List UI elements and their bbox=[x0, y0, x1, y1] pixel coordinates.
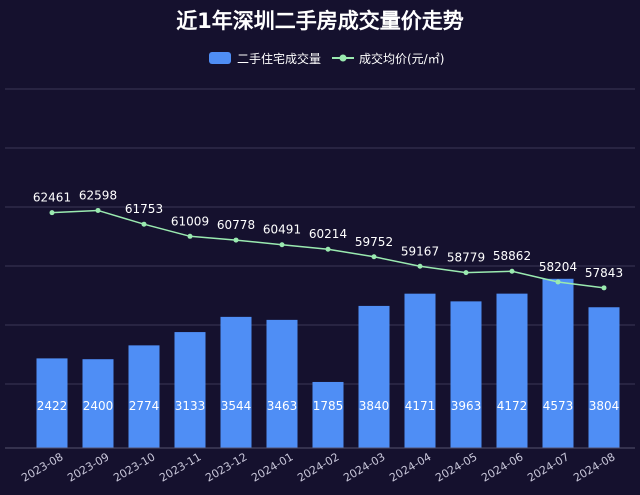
bar-data-label: 3544 bbox=[221, 399, 252, 413]
line-data-label: 61009 bbox=[171, 214, 209, 228]
line-point bbox=[601, 285, 607, 291]
line-point bbox=[233, 237, 239, 243]
line-data-label: 57843 bbox=[585, 266, 623, 280]
line-data-label: 60491 bbox=[263, 223, 301, 237]
bar bbox=[404, 293, 436, 448]
line-data-label: 58862 bbox=[493, 249, 531, 263]
line-point bbox=[463, 270, 469, 276]
x-axis: 2023-08 2023-09 2023-10 2023-11 2023-12 2024-… bbox=[5, 447, 635, 485]
bar bbox=[220, 316, 252, 448]
bar bbox=[174, 332, 206, 448]
bar-data-label: 4172 bbox=[497, 399, 528, 413]
legend-bar-swatch bbox=[209, 52, 231, 64]
x-tick-label: 2024-08 bbox=[571, 450, 617, 484]
bar-data-label: 4171 bbox=[405, 399, 436, 413]
line-data-label: 58779 bbox=[447, 251, 485, 265]
bar-data-label: 4573 bbox=[543, 399, 574, 413]
chart-title: 近1年深圳二手房成交量价走势 bbox=[176, 9, 464, 33]
x-tick-label: 2024-04 bbox=[387, 450, 433, 484]
line-series: 62461 62598 61753 61009 60778 60491 60214 59752… bbox=[33, 188, 623, 291]
line-data-label: 62598 bbox=[79, 188, 117, 202]
x-tick-label: 2024-07 bbox=[525, 450, 571, 484]
line-data-label: 60214 bbox=[309, 227, 347, 241]
legend-bar-label: 二手住宅成交量 bbox=[237, 51, 321, 66]
line-data-label: 62461 bbox=[33, 191, 71, 205]
legend-line-label: 成交均价(元/㎡) bbox=[359, 51, 444, 66]
line-data-label: 59752 bbox=[355, 235, 393, 249]
bar-data-label: 3840 bbox=[359, 399, 390, 413]
bar bbox=[358, 305, 390, 448]
x-tick-label: 2024-05 bbox=[433, 450, 479, 484]
line-point bbox=[325, 246, 331, 252]
x-tick-label: 2024-01 bbox=[249, 450, 295, 484]
bar-data-label: 3963 bbox=[451, 399, 482, 413]
bar bbox=[82, 359, 114, 448]
bar-data-label: 3133 bbox=[175, 399, 206, 413]
bar bbox=[36, 358, 68, 448]
line-point bbox=[555, 279, 561, 285]
line-data-label: 60778 bbox=[217, 218, 255, 232]
x-tick-label: 2023-10 bbox=[111, 450, 157, 484]
bar-data-label: 1785 bbox=[313, 399, 344, 413]
line-point bbox=[417, 263, 423, 269]
legend: 二手住宅成交量 成交均价(元/㎡) bbox=[209, 51, 444, 66]
bar bbox=[128, 345, 160, 448]
x-tick-label: 2023-09 bbox=[65, 450, 111, 484]
line-point bbox=[141, 221, 147, 227]
bar bbox=[496, 293, 528, 448]
legend-line-marker bbox=[339, 54, 347, 62]
line-point bbox=[95, 207, 101, 213]
line-point bbox=[509, 268, 515, 274]
bar-series: 2422 2400 2774 3133 3544 3463 1785 3840 4171 3963… bbox=[36, 278, 620, 448]
bar bbox=[266, 319, 298, 448]
line-point bbox=[49, 210, 55, 216]
bar bbox=[588, 307, 620, 448]
bar-data-label: 2400 bbox=[83, 399, 114, 413]
x-tick-label: 2024-06 bbox=[479, 450, 525, 484]
line-data-label: 59167 bbox=[401, 244, 439, 258]
x-tick-label: 2023-12 bbox=[203, 450, 249, 484]
line-data-label: 58204 bbox=[539, 260, 577, 274]
bar-data-label: 3804 bbox=[589, 399, 620, 413]
x-tick-label: 2023-11 bbox=[157, 450, 203, 484]
line-point bbox=[187, 233, 193, 239]
bar-data-label: 2422 bbox=[37, 399, 68, 413]
bar bbox=[450, 301, 482, 448]
line-point bbox=[371, 254, 377, 260]
x-tick-label: 2024-02 bbox=[295, 450, 341, 484]
bar-data-label: 3463 bbox=[267, 399, 298, 413]
x-tick-label: 2024-03 bbox=[341, 450, 387, 484]
line-point bbox=[279, 242, 285, 248]
bar bbox=[542, 278, 574, 448]
x-tick-label: 2023-08 bbox=[19, 450, 65, 484]
line-data-label: 61753 bbox=[125, 202, 163, 216]
bar-data-label: 2774 bbox=[129, 399, 160, 413]
bar bbox=[312, 381, 344, 448]
